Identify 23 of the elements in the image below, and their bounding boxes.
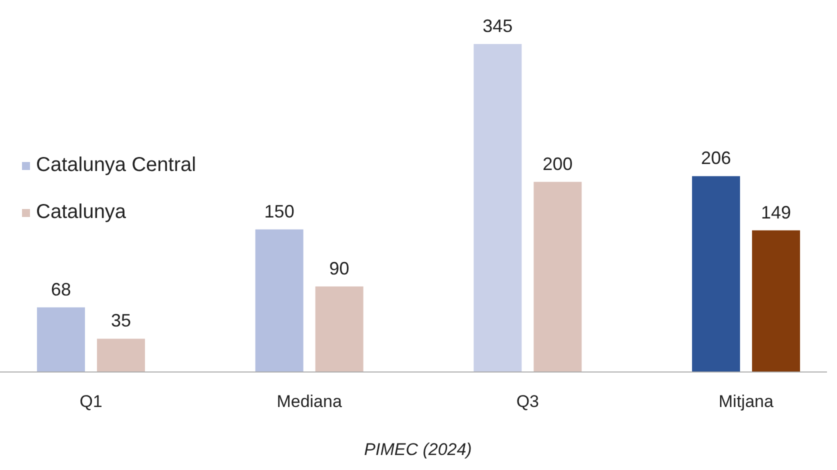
x-tick-label: Q1 <box>80 392 102 411</box>
bar <box>96 338 145 372</box>
bar <box>36 307 85 372</box>
bar <box>534 182 582 372</box>
data-label: 150 <box>264 201 294 222</box>
bar <box>752 230 800 372</box>
legend-label: Catalunya <box>36 201 127 223</box>
data-label: 149 <box>761 202 792 222</box>
legend-label: Catalunya Central <box>36 154 196 176</box>
x-tick-label: Q3 <box>516 392 540 411</box>
x-tick-label: Mitjana <box>718 392 774 411</box>
data-label: 200 <box>542 154 573 174</box>
data-label: 345 <box>482 16 513 36</box>
bar <box>315 286 364 372</box>
x-tick-label: Mediana <box>276 392 342 411</box>
data-label: 206 <box>701 148 732 168</box>
bar <box>255 229 304 372</box>
data-label: 68 <box>50 279 71 300</box>
bar <box>692 176 740 372</box>
data-label: 90 <box>329 258 350 278</box>
text: PIMEC (2024) <box>364 440 472 459</box>
bar <box>474 44 522 372</box>
data-label: 35 <box>110 310 131 331</box>
